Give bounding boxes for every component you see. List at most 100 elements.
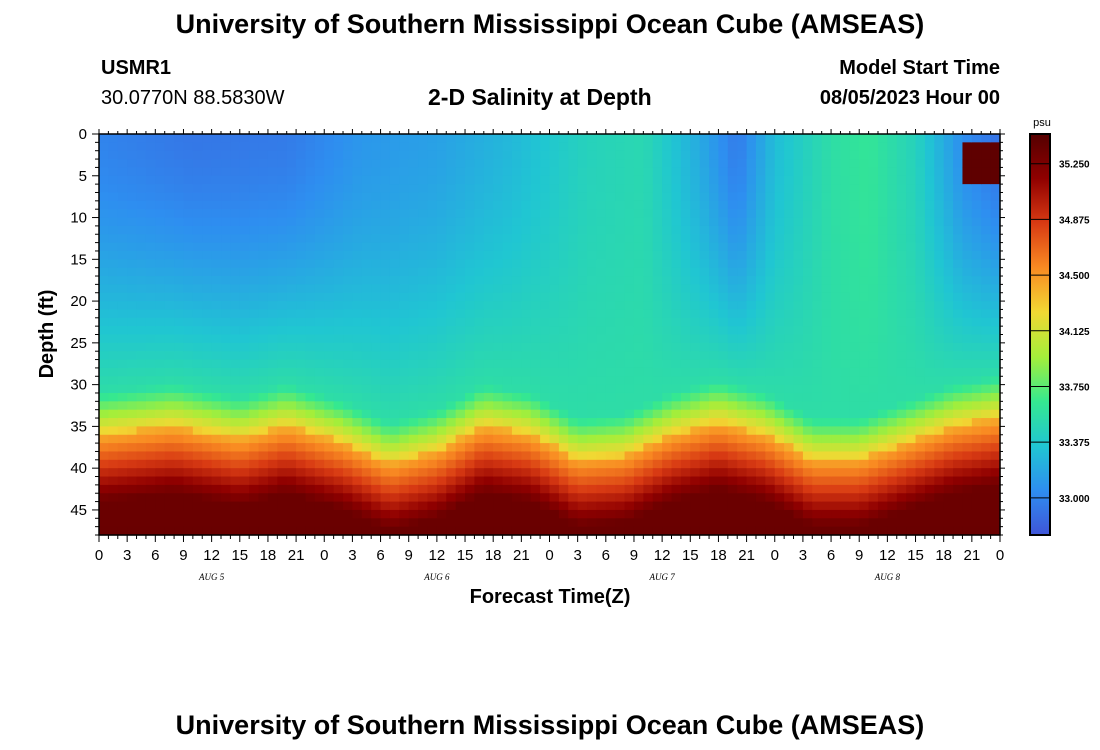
heatmap-cell: [671, 301, 682, 311]
heatmap-cell: [314, 184, 325, 194]
heatmap-cell: [427, 317, 438, 327]
heatmap-cell: [361, 200, 372, 210]
heatmap-cell: [943, 493, 954, 503]
heatmap-cell: [343, 234, 354, 244]
heatmap-cell: [737, 301, 748, 311]
heatmap-cell: [615, 225, 626, 235]
heatmap-cell: [511, 376, 522, 386]
heatmap-cell: [465, 234, 476, 244]
heatmap-cell: [652, 501, 663, 511]
heatmap-cell: [521, 443, 532, 453]
heatmap-cell: [408, 342, 419, 352]
day-label: AUG 8: [874, 572, 901, 582]
heatmap-cell: [99, 259, 109, 269]
heatmap-cell: [267, 225, 278, 235]
heatmap-cell: [230, 484, 241, 494]
heatmap-cell: [699, 326, 710, 336]
heatmap-cell: [596, 200, 607, 210]
heatmap-cell: [277, 342, 288, 352]
heatmap-cell: [408, 276, 419, 285]
heatmap-cell: [530, 434, 541, 444]
heatmap-cell: [633, 351, 644, 361]
heatmap-cell: [192, 501, 203, 511]
x-tick-label: 6: [827, 547, 835, 564]
heatmap-cell: [183, 459, 194, 469]
heatmap-cell: [155, 142, 166, 152]
heatmap-cell: [868, 351, 879, 361]
heatmap-cell: [971, 501, 982, 511]
heatmap-cell: [474, 509, 485, 519]
heatmap-cell: [802, 509, 813, 519]
heatmap-cell: [493, 200, 504, 210]
heatmap-cell: [971, 443, 982, 453]
heatmap-cell: [465, 518, 476, 528]
x-axis: 0 3 6 9 12 15 18 21 0 3 6 9 12 15 18 21 0 3 6 9 12 15 18 21 0 3 6 9…: [95, 129, 1004, 582]
heatmap-cell: [99, 150, 109, 160]
heatmap-cell: [690, 326, 701, 336]
heatmap-cell: [127, 209, 138, 219]
heatmap-cell: [877, 250, 888, 260]
heatmap-cell: [737, 476, 748, 486]
heatmap-cell: [577, 284, 588, 294]
heatmap-cell: [831, 267, 842, 277]
heatmap-cell: [896, 434, 907, 444]
heatmap-cell: [352, 401, 363, 411]
heatmap-cell: [615, 334, 626, 344]
heatmap-cell: [249, 267, 260, 277]
heatmap-cell: [296, 217, 307, 227]
heatmap-cell: [605, 250, 616, 260]
heatmap-cell: [774, 401, 785, 411]
heatmap-cell: [840, 459, 851, 469]
heatmap-cell: [690, 493, 701, 503]
heatmap-cell: [530, 509, 541, 519]
heatmap-cell: [962, 443, 973, 453]
heatmap-cell: [924, 476, 935, 486]
heatmap-cell: [296, 401, 307, 411]
heatmap-cell: [239, 142, 250, 152]
heatmap-cell: [389, 443, 400, 453]
heatmap-cell: [389, 301, 400, 311]
heatmap-cell: [418, 309, 429, 319]
heatmap-cell: [577, 401, 588, 411]
heatmap-cell: [831, 384, 842, 394]
heatmap-cell: [831, 526, 842, 536]
heatmap-cell: [727, 225, 738, 235]
heatmap-cell: [755, 443, 766, 453]
heatmap-cell: [849, 234, 860, 244]
heatmap-cell: [765, 518, 776, 528]
heatmap-cell: [981, 326, 992, 336]
heatmap-cell: [352, 225, 363, 235]
heatmap-cell: [737, 443, 748, 453]
heatmap-cell: [465, 259, 476, 269]
heatmap-cell: [812, 192, 823, 202]
heatmap-cell: [446, 159, 457, 169]
heatmap-cell: [727, 409, 738, 419]
heatmap-cell: [427, 309, 438, 319]
heatmap-cell: [211, 451, 222, 461]
heatmap-cell: [324, 526, 335, 536]
heatmap-cell: [962, 175, 973, 185]
heatmap-cell: [371, 167, 382, 177]
heatmap-cell: [465, 284, 476, 294]
heatmap-cell: [117, 376, 128, 386]
day-label: AUG 6: [423, 572, 450, 582]
heatmap-cell: [821, 392, 832, 402]
heatmap-cell: [399, 342, 410, 352]
heatmap-cell: [324, 501, 335, 511]
heatmap-cell: [934, 476, 945, 486]
heatmap-cell: [831, 242, 842, 252]
heatmap-cell: [699, 217, 710, 227]
heatmap-cell: [746, 292, 757, 302]
heatmap-cell: [906, 175, 917, 185]
heatmap-cell: [605, 509, 616, 519]
heatmap-cell: [831, 209, 842, 219]
heatmap-cell: [249, 476, 260, 486]
heatmap-cell: [521, 250, 532, 260]
heatmap-cell: [718, 150, 729, 160]
heatmap-cell: [737, 192, 748, 202]
heatmap-cell: [793, 326, 804, 336]
heatmap-cell: [568, 276, 579, 285]
heatmap-cell: [746, 526, 757, 536]
heatmap-cell: [418, 217, 429, 227]
heatmap-cell: [727, 367, 738, 377]
